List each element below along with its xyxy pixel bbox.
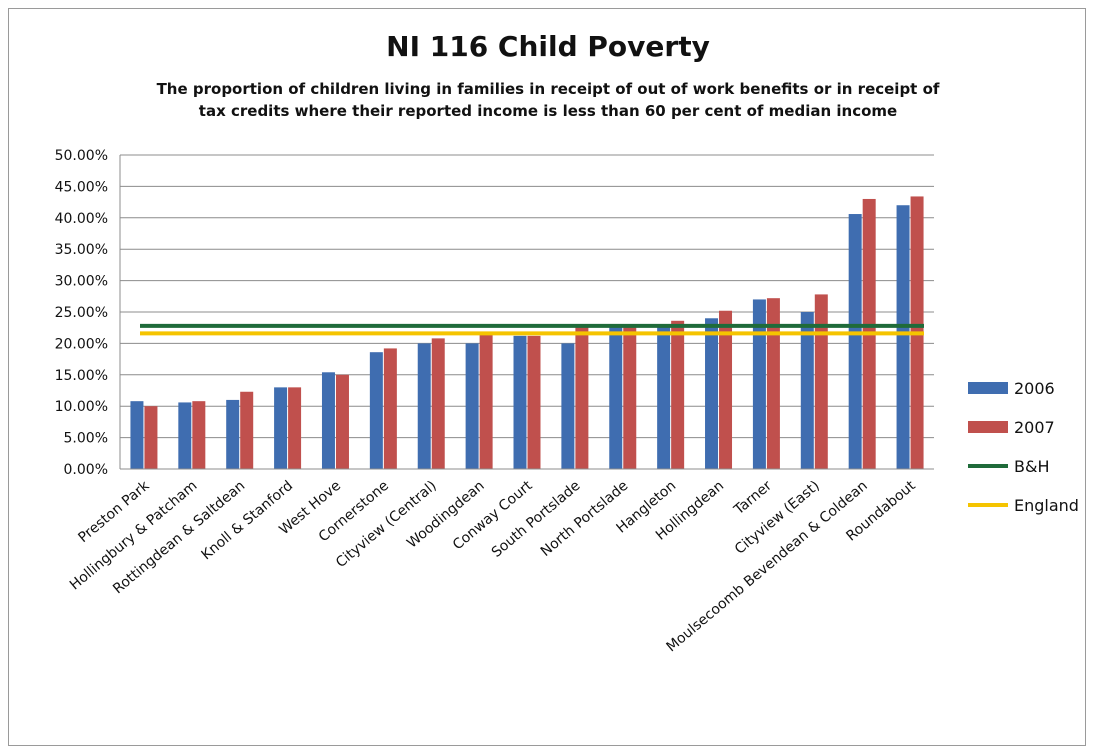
bar-2006-8 [513, 335, 527, 469]
x-tick-label-14: Cityview (East) [732, 478, 823, 558]
bar-2006-12 [705, 318, 719, 469]
bar-2006-3 [274, 387, 288, 469]
y-tick-label-4: 20.00% [55, 336, 108, 352]
bar-2006-4 [321, 372, 335, 469]
y-tick-label-1: 5.00% [64, 431, 108, 447]
chart-subtitle: The proportion of children living in fam… [0, 78, 1096, 122]
bar-2007-2 [240, 391, 254, 469]
bar-2007-5 [383, 348, 397, 469]
bar-2006-5 [369, 352, 383, 469]
bar-2007-10 [623, 327, 637, 469]
y-tick-label-2: 10.00% [55, 399, 108, 415]
bar-2007-9 [575, 325, 589, 469]
bar-2006-1 [178, 402, 192, 469]
bar-2006-0 [130, 401, 144, 469]
legend-label-2: B&H [1014, 457, 1049, 476]
bar-2006-2 [226, 399, 240, 469]
legend-label-1: 2007 [1014, 418, 1055, 437]
bar-2007-11 [671, 320, 685, 469]
bar-2007-4 [335, 374, 349, 469]
y-tick-label-0: 0.00% [64, 462, 108, 478]
bar-2006-13 [752, 299, 766, 469]
bar-2006-6 [417, 343, 431, 469]
y-tick-label-8: 40.00% [55, 211, 108, 227]
y-tick-label-10: 50.00% [55, 148, 108, 164]
bar-2007-1 [192, 401, 206, 469]
bar-2007-3 [288, 387, 302, 469]
bar-2006-11 [657, 324, 671, 469]
bar-2006-9 [561, 343, 575, 469]
legend-swatch-1 [968, 421, 1008, 433]
bar-2006-16 [896, 205, 910, 470]
bar-2007-13 [766, 298, 780, 469]
bar-2007-8 [527, 335, 541, 469]
chart-subtitle-line-1: The proportion of children living in fam… [156, 80, 940, 98]
y-tick-label-9: 45.00% [55, 179, 108, 195]
y-tick-label-5: 25.00% [55, 305, 108, 321]
bar-2006-14 [800, 312, 814, 469]
x-tick-label-9: South Portslade [489, 478, 584, 561]
x-tick-label-13: Tarner [731, 478, 776, 519]
chart-title: NI 116 Child Poverty [386, 30, 710, 63]
chart-subtitle-line-2: tax credits where their reported income … [198, 102, 898, 120]
legend-swatch-0 [968, 382, 1008, 394]
bar-2007-14 [814, 294, 828, 469]
bar-2006-15 [848, 214, 862, 469]
y-tick-label-6: 30.00% [55, 274, 108, 290]
y-tick-label-7: 35.00% [55, 242, 108, 258]
y-tick-label-3: 15.00% [55, 368, 108, 384]
x-tick-label-10: North Portslade [538, 478, 631, 560]
bar-2006-7 [465, 343, 479, 469]
bar-2007-0 [144, 406, 158, 469]
bar-2007-7 [479, 334, 493, 469]
bar-2006-10 [609, 327, 623, 469]
legend-label-3: England [1014, 496, 1079, 515]
bar-2007-6 [431, 338, 445, 469]
legend-label-0: 2006 [1014, 379, 1055, 398]
bar-2007-12 [719, 310, 733, 469]
